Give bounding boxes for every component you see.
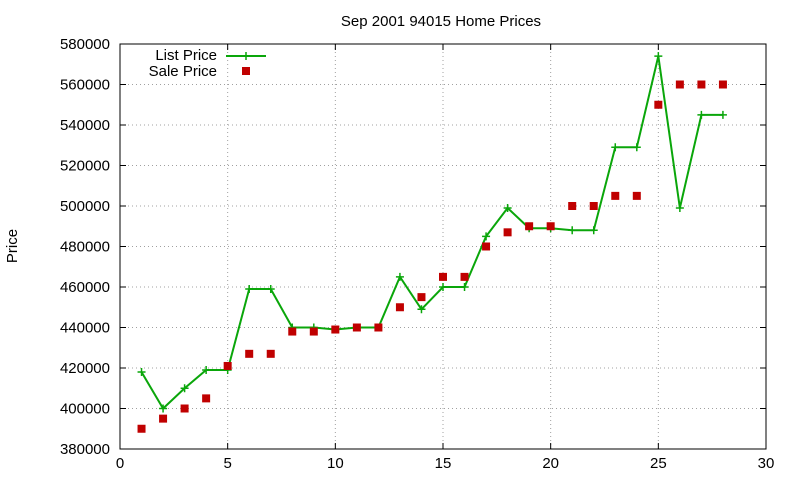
sale-price-point — [266, 349, 275, 358]
sale-price-point — [718, 80, 727, 89]
x-tick-label: 0 — [116, 455, 124, 472]
x-tick-label: 20 — [542, 455, 559, 472]
grid — [120, 44, 766, 449]
x-tick-label: 5 — [223, 455, 231, 472]
sale-price-point — [180, 404, 189, 413]
y-tick-label: 420000 — [60, 360, 110, 377]
sale-price-point — [395, 303, 404, 312]
sale-price-point — [632, 191, 641, 200]
list-price-point — [202, 366, 211, 375]
sale-price-point — [331, 325, 340, 334]
list-price-point — [417, 305, 426, 314]
legend-label-sale-price: Sale Price — [149, 63, 217, 80]
sale-price-point — [374, 323, 383, 332]
x-tick-label: 30 — [758, 455, 775, 472]
list-price-point — [718, 110, 727, 119]
sale-price-point — [460, 272, 469, 281]
list-price-point — [697, 110, 706, 119]
sale-price-point — [546, 222, 555, 231]
sale-price-point — [439, 272, 447, 281]
legend-marker-sale-price — [242, 67, 250, 75]
list-price-point — [589, 226, 598, 235]
y-tick-label: 500000 — [60, 198, 110, 215]
sale-price-point — [568, 202, 577, 210]
chart-title: Sep 2001 94015 Home Prices — [341, 13, 541, 30]
series-line-list-price — [140, 55, 723, 411]
x-tick-label: 10 — [327, 455, 344, 472]
y-tick-label: 400000 — [60, 401, 110, 418]
list-price-point — [611, 143, 620, 152]
y-tick-label: 480000 — [60, 239, 110, 256]
sale-price-point — [309, 327, 318, 336]
y-tick-label: 440000 — [60, 320, 110, 337]
sale-price-point — [352, 323, 361, 332]
sale-price-point — [503, 228, 512, 237]
y-tick-label: 520000 — [60, 158, 110, 175]
list-price-point — [180, 384, 189, 393]
sale-price-point — [137, 424, 146, 433]
legend-label-list-price: List Price — [155, 47, 217, 64]
sale-price-point — [159, 414, 168, 423]
sale-price-point — [288, 327, 297, 336]
y-tick-label: 540000 — [60, 117, 110, 134]
list-price-point — [460, 283, 469, 291]
sale-price-point — [675, 80, 684, 89]
sale-price-point — [697, 80, 706, 89]
y-tick-label: 460000 — [60, 279, 110, 296]
sale-price-point — [525, 222, 534, 231]
legend: List Price Sale Price — [149, 47, 266, 80]
series-layer — [137, 52, 727, 433]
list-price-point — [395, 272, 404, 281]
x-tick-label: 25 — [650, 455, 667, 472]
axes: 0 5 10 15 20 25 30 380000 400000 420000 440000 4600… — [60, 36, 774, 472]
sale-price-point — [223, 361, 232, 370]
list-price-point — [266, 285, 275, 294]
y-tick-label: 560000 — [60, 77, 110, 94]
sale-price-point — [611, 191, 620, 200]
x-tick-label: 15 — [435, 455, 452, 472]
list-price-point — [654, 52, 663, 61]
list-price-point — [439, 283, 447, 291]
list-price-point — [245, 285, 254, 294]
y-tick-label: 580000 — [60, 36, 110, 53]
list-price-point — [503, 204, 512, 213]
sale-price-point — [245, 349, 254, 358]
list-price-point — [482, 232, 491, 241]
sale-price-point — [589, 202, 598, 210]
y-tick-label: 380000 — [60, 441, 110, 458]
legend-marker-list-price — [242, 52, 250, 60]
sale-price-point — [482, 242, 491, 251]
y-axis-label: Price — [4, 229, 21, 263]
sale-price-point — [202, 394, 211, 403]
list-price-point — [137, 368, 146, 377]
sale-price-point — [417, 293, 426, 302]
list-price-point — [632, 143, 641, 152]
list-price-point — [568, 226, 577, 235]
list-price-point — [159, 404, 168, 413]
sale-price-point — [654, 100, 663, 109]
list-price-point — [675, 204, 684, 213]
